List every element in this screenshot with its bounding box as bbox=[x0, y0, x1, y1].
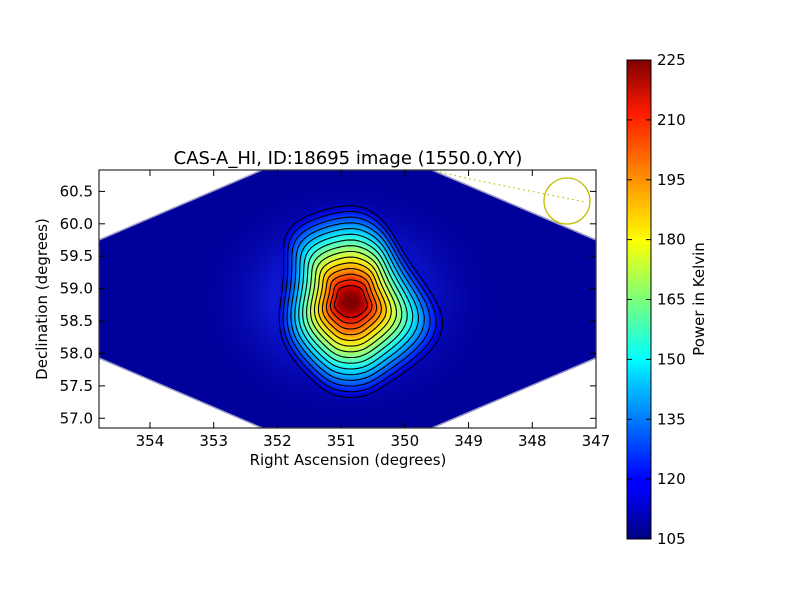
colorbar-tick-label: 150 bbox=[657, 350, 686, 368]
x-tick-label: 348 bbox=[518, 432, 547, 450]
y-axis-label: Declination (degrees) bbox=[33, 218, 51, 380]
contour-line bbox=[282, 210, 437, 393]
y-tick-label: 57.5 bbox=[60, 377, 93, 395]
contour-line bbox=[290, 222, 425, 381]
colorbar-tick-label: 195 bbox=[657, 171, 686, 189]
colorbar-tick-label: 225 bbox=[657, 51, 686, 69]
x-tick-label: 351 bbox=[327, 432, 356, 450]
contour-line bbox=[278, 205, 444, 399]
chart-title: CAS-A_HI, ID:18695 image (1550.0,YY) bbox=[174, 148, 523, 169]
x-tick-label: 350 bbox=[391, 432, 420, 450]
plot-frame bbox=[98, 169, 597, 429]
x-axis-label: Right Ascension (degrees) bbox=[250, 451, 447, 469]
annotation-dotted-line bbox=[439, 171, 586, 203]
contour-line bbox=[313, 256, 392, 347]
y-tick-label: 58.5 bbox=[60, 312, 93, 330]
contour-line bbox=[305, 245, 403, 359]
colorbar-label: Power in Kelvin bbox=[690, 242, 708, 356]
x-tick-label: 349 bbox=[454, 432, 483, 450]
colorbar-tick-label: 120 bbox=[657, 470, 686, 488]
contour-line bbox=[294, 227, 420, 376]
y-tick-label: 60.0 bbox=[60, 215, 93, 233]
x-tick-label: 354 bbox=[136, 432, 165, 450]
y-tick-label: 60.5 bbox=[60, 182, 93, 200]
y-tick-label: 58.0 bbox=[60, 344, 93, 362]
y-tick-label: 59.0 bbox=[60, 280, 93, 298]
y-tick-label: 59.5 bbox=[60, 247, 93, 265]
plot-area bbox=[99, 170, 596, 428]
contour-line bbox=[325, 273, 378, 330]
colorbar-tick-label: 135 bbox=[657, 410, 686, 428]
contour-line bbox=[302, 239, 408, 364]
annotation-circle bbox=[543, 177, 591, 225]
contour-line bbox=[321, 267, 382, 336]
contour-line bbox=[317, 262, 387, 341]
y-tick-label: 57.0 bbox=[60, 409, 93, 427]
contour-line bbox=[298, 233, 414, 370]
colorbar-tick-label: 165 bbox=[657, 291, 686, 309]
contour-line bbox=[329, 279, 373, 324]
contour-line bbox=[333, 285, 368, 319]
x-tick-label: 353 bbox=[199, 432, 228, 450]
colorbar-tick-label: 180 bbox=[657, 231, 686, 249]
x-tick-label: 347 bbox=[582, 432, 611, 450]
colorbar-tick-label: 210 bbox=[657, 111, 686, 129]
contour-line bbox=[309, 250, 398, 353]
heatmap-level-fill bbox=[338, 291, 364, 312]
colorbar-tick-label: 105 bbox=[657, 530, 686, 548]
x-tick-label: 352 bbox=[263, 432, 292, 450]
contour-line bbox=[286, 216, 431, 387]
